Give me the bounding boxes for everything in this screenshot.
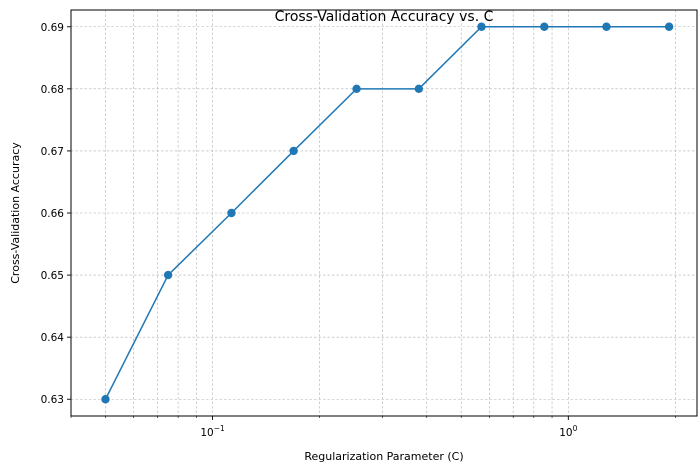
chart-title: Cross-Validation Accuracy vs. C (275, 9, 494, 25)
data-point (227, 208, 236, 218)
data-point (664, 22, 674, 31)
series-line (104, 26, 670, 400)
y-axis-label: Cross-Validation Accuracy (9, 142, 22, 284)
data-point (540, 22, 549, 31)
data-point (289, 146, 298, 156)
y-tick-label: 0.64 (41, 332, 65, 344)
grid-lines (70, 10, 697, 416)
x-tick-label: 10−1 (200, 424, 225, 439)
y-tick-label: 0.69 (41, 22, 64, 34)
x-tick-label: 100 (559, 424, 577, 439)
data-point (602, 22, 611, 31)
data-point (352, 84, 361, 94)
data-point (101, 395, 110, 404)
y-tick-label: 0.65 (41, 270, 64, 282)
data-point (163, 270, 173, 280)
y-tick-label: 0.66 (41, 208, 65, 220)
data-point (414, 84, 424, 94)
axis-ticks: 0.63 0.64 0.65 0.66 0.67 0.68 0.69 10−1 100 (41, 22, 676, 439)
y-tick-label: 0.68 (41, 84, 64, 96)
data-point (477, 22, 486, 31)
series-layer (101, 22, 674, 404)
y-tick-label: 0.63 (41, 394, 64, 406)
x-axis-label: Regularization Parameter (C) (304, 450, 463, 463)
y-tick-label: 0.67 (41, 146, 64, 158)
